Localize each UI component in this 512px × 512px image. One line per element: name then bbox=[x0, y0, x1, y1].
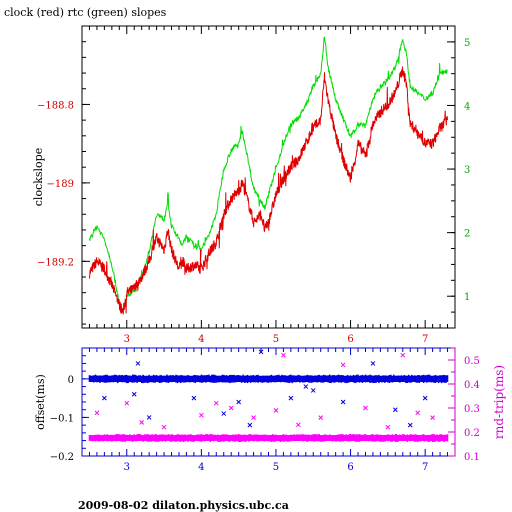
top-left-tick-label: −189.2 bbox=[37, 257, 74, 268]
bottom-right-tick-label: 0.3 bbox=[464, 404, 480, 415]
bottom-left-y-axis-label: offset(ms) bbox=[34, 374, 47, 430]
offset-outlier-point bbox=[135, 361, 141, 366]
roundtrip-outlier-point bbox=[199, 412, 204, 418]
roundtrip-outlier-point bbox=[295, 422, 301, 428]
offset-outlier-point bbox=[258, 349, 264, 355]
top-left-tick-label: −189 bbox=[47, 179, 74, 190]
bottom-left-tick-labels: 0 −0.1 −0.2 bbox=[50, 375, 74, 463]
top-right-tick-label: 4 bbox=[464, 101, 470, 112]
top-right-tick-label: 1 bbox=[464, 292, 470, 303]
top-right-tick-label: 2 bbox=[464, 229, 470, 240]
bottom-right-tick-label: 0.4 bbox=[464, 380, 480, 391]
bottom-x-tick-labels: 3 4 5 6 7 bbox=[124, 462, 429, 473]
roundtrip-outlier-point bbox=[228, 405, 234, 411]
bottom-axis-ticks bbox=[82, 347, 455, 457]
bottom-right-y-axis-label: rnd-trip(ms) bbox=[492, 365, 506, 439]
roundtrip-outlier-point bbox=[161, 424, 167, 430]
clock-series-line bbox=[89, 66, 448, 316]
roundtrip-band bbox=[88, 433, 449, 443]
roundtrip-outlier-point bbox=[430, 415, 435, 420]
roundtrip-outliers bbox=[94, 352, 435, 430]
bottom-left-tick-label: −0.2 bbox=[50, 452, 74, 463]
offset-outlier-point bbox=[340, 399, 346, 405]
offset-outlier-point bbox=[310, 388, 316, 393]
offset-outlier-point bbox=[422, 395, 428, 401]
bottom-x-tick-label: 5 bbox=[273, 462, 279, 473]
roundtrip-outlier-point bbox=[281, 352, 286, 358]
offset-band bbox=[88, 374, 449, 384]
offset-outlier-point bbox=[131, 391, 137, 397]
top-right-tick-labels: 1 2 3 4 5 bbox=[464, 38, 470, 303]
roundtrip-outlier-point bbox=[385, 424, 391, 430]
top-y-axis-label: clockslope bbox=[32, 148, 45, 206]
top-x-tick-labels: 3 4 5 6 7 bbox=[124, 334, 429, 345]
bottom-right-tick-labels: 0.1 0.2 0.3 0.4 0.5 bbox=[464, 356, 480, 463]
roundtrip-outlier-point bbox=[273, 408, 279, 413]
roundtrip-outlier-point bbox=[415, 410, 421, 416]
offset-outlier-point bbox=[146, 415, 152, 420]
top-x-tick-label: 6 bbox=[347, 334, 353, 345]
offset-outlier-point bbox=[191, 395, 197, 401]
offset-outlier-point bbox=[370, 361, 376, 366]
top-axis-ticks bbox=[82, 25, 455, 329]
bottom-left-tick-label: 0 bbox=[68, 375, 74, 386]
bottom-right-tick-label: 0.2 bbox=[464, 428, 480, 439]
footer-text: 2009-08-02 dilaton.physics.ubc.ca bbox=[78, 499, 289, 512]
offset-outlier-point bbox=[392, 407, 398, 413]
bottom-x-tick-label: 6 bbox=[347, 462, 353, 473]
rtc-series-line bbox=[89, 36, 448, 313]
bottom-x-tick-label: 4 bbox=[198, 462, 204, 473]
roundtrip-outlier-point bbox=[251, 415, 256, 420]
top-x-tick-label: 5 bbox=[273, 334, 279, 345]
bottom-right-tick-label: 0.1 bbox=[464, 452, 480, 463]
top-right-tick-label: 3 bbox=[464, 165, 470, 176]
roundtrip-outlier-point bbox=[124, 400, 130, 406]
offset-outlier-point bbox=[288, 395, 294, 401]
top-chart: −188.8 −189 −189.2 1 2 3 4 5 3 4 5 6 7 clockslope bbox=[32, 25, 470, 345]
top-left-tick-label: −188.8 bbox=[37, 100, 74, 111]
offset-outliers bbox=[102, 349, 428, 428]
top-x-tick-label: 4 bbox=[198, 334, 204, 345]
chart-title: clock (red) rtc (green) slopes bbox=[4, 6, 167, 19]
offset-outlier-point bbox=[407, 422, 413, 428]
bottom-right-tick-label: 0.5 bbox=[464, 356, 480, 367]
top-left-tick-labels: −188.8 −189 −189.2 bbox=[37, 100, 74, 268]
top-right-tick-label: 5 bbox=[464, 38, 470, 49]
roundtrip-outlier-point bbox=[318, 415, 324, 420]
offset-outlier-point bbox=[236, 399, 242, 405]
top-x-tick-label: 3 bbox=[124, 334, 130, 345]
bottom-x-tick-label: 3 bbox=[124, 462, 130, 473]
roundtrip-outlier-point bbox=[94, 410, 100, 416]
roundtrip-outlier-point bbox=[363, 405, 368, 411]
bottom-left-tick-label: −0.1 bbox=[50, 413, 74, 424]
roundtrip-outlier-point bbox=[400, 352, 406, 358]
roundtrip-outlier-point bbox=[340, 362, 346, 368]
roundtrip-outlier-point bbox=[213, 400, 219, 406]
roundtrip-outlier-point bbox=[139, 420, 145, 425]
bottom-x-tick-label: 7 bbox=[422, 462, 428, 473]
top-x-tick-label: 7 bbox=[422, 334, 428, 345]
bottom-chart: 0 −0.1 −0.2 0.1 0.2 0.3 0.4 0.5 3 4 5 6 7 offset(m… bbox=[34, 347, 506, 473]
offset-outlier-point bbox=[102, 395, 107, 401]
offset-outlier-point bbox=[221, 411, 227, 416]
offset-outlier-point bbox=[303, 384, 309, 389]
offset-outlier-point bbox=[247, 422, 253, 428]
